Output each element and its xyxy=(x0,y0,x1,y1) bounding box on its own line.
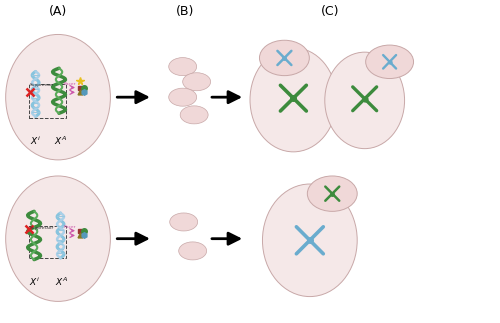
Text: $X^{i}$: $X^{i}$ xyxy=(28,276,40,288)
Ellipse shape xyxy=(178,242,206,260)
Ellipse shape xyxy=(262,184,357,297)
Text: Racer: Racer xyxy=(64,225,76,229)
Text: (C): (C) xyxy=(320,5,339,18)
Ellipse shape xyxy=(308,176,357,211)
Bar xyxy=(29,226,66,258)
Ellipse shape xyxy=(170,213,198,231)
Bar xyxy=(29,84,66,118)
Text: Suppressor: Suppressor xyxy=(30,83,54,87)
Ellipse shape xyxy=(6,176,110,301)
Ellipse shape xyxy=(250,48,337,152)
Ellipse shape xyxy=(182,73,210,91)
Text: $X^{A}$: $X^{A}$ xyxy=(54,134,67,147)
Ellipse shape xyxy=(260,40,310,76)
Ellipse shape xyxy=(180,106,208,124)
Ellipse shape xyxy=(168,57,196,76)
Text: Racer: Racer xyxy=(64,82,76,86)
Text: Suppressor: Suppressor xyxy=(30,226,54,230)
Ellipse shape xyxy=(366,45,414,78)
Text: (B): (B) xyxy=(176,5,195,18)
Ellipse shape xyxy=(325,52,404,149)
Text: $X^{i}$: $X^{i}$ xyxy=(30,134,41,147)
Ellipse shape xyxy=(168,88,196,106)
Ellipse shape xyxy=(6,35,110,160)
Text: (A): (A) xyxy=(49,5,67,18)
Text: $X^{A}$: $X^{A}$ xyxy=(56,276,68,288)
